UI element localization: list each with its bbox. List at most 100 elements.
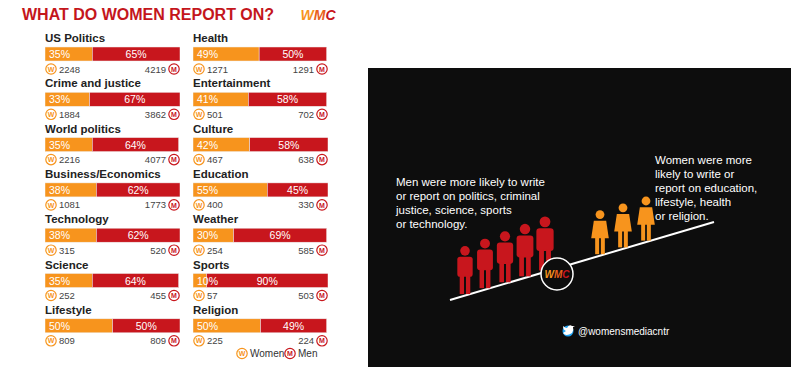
bar-men: [92, 138, 178, 152]
value-label-men: 67%: [124, 93, 145, 105]
badge-circle: [169, 290, 179, 300]
badge: W: [194, 336, 204, 346]
count-women: 1081: [59, 199, 80, 210]
figure-head: [460, 246, 470, 256]
badge-letter: M: [319, 202, 325, 209]
badge: W: [46, 109, 56, 119]
bar-men: [92, 274, 178, 288]
women-text: Women were more: [655, 154, 752, 166]
bar-women: [45, 138, 92, 152]
badge-circle: [46, 109, 56, 119]
value-label-women: 55%: [197, 184, 218, 196]
category-label: Lifestyle: [45, 304, 92, 316]
count-women: 225: [207, 335, 223, 346]
badge: W: [194, 245, 204, 255]
value-label-women: 33%: [49, 93, 70, 105]
badge: W: [194, 200, 204, 210]
category-label: Science: [45, 259, 88, 271]
badge-letter: M: [287, 350, 293, 357]
count-men: 1291: [293, 64, 314, 75]
women-text: report on education,: [655, 182, 757, 194]
man-figure: [457, 246, 472, 294]
badge: W: [237, 348, 247, 358]
category-label: Sports: [193, 259, 229, 271]
logo: WMC: [300, 7, 336, 23]
value-label-men: 62%: [128, 184, 149, 196]
count-women: 1884: [59, 109, 80, 120]
count-men: 520: [150, 245, 166, 256]
count-men: 4077: [145, 154, 166, 165]
bar-women: [45, 183, 96, 197]
category-label: Religion: [193, 304, 238, 316]
texts: US Politics35%65%W2248M4219Crime and jus…: [45, 32, 327, 346]
logo-letter: C: [562, 269, 570, 280]
badge: W: [46, 64, 56, 74]
women-text: or religion.: [655, 210, 709, 222]
badge-letter: M: [171, 247, 177, 254]
badge-circle: [169, 245, 179, 255]
badge-circle: [317, 245, 327, 255]
badge: M: [169, 154, 179, 164]
figure-leg: [624, 231, 628, 248]
count-women: 252: [59, 290, 75, 301]
count-women: 2216: [59, 154, 80, 165]
category-label: World politics: [45, 123, 121, 135]
badge: W: [46, 200, 56, 210]
figure-body: [497, 242, 513, 263]
panel: Men were more likely to writeor report o…: [368, 68, 791, 367]
badge-circle: [46, 154, 56, 164]
badge-letter: W: [196, 66, 203, 73]
badge-circle: [194, 245, 204, 255]
badge-circle: [194, 336, 204, 346]
badge-circle: [194, 154, 204, 164]
badge: M: [169, 64, 179, 74]
fulcrum: [541, 258, 573, 290]
count-men: 224: [298, 335, 314, 346]
figure-leg: [641, 224, 645, 241]
bar-men: [113, 319, 181, 333]
badge-circle: [317, 336, 327, 346]
count-men: 455: [150, 290, 166, 301]
value-label-men: 65%: [126, 48, 147, 60]
count-women: 2248: [59, 64, 80, 75]
bar-men: [90, 92, 180, 106]
infographic: WHAT DO WOMEN REPORT ON?WMCUS Politics35…: [0, 0, 791, 367]
count-women: 57: [207, 290, 218, 301]
badge-letter: M: [171, 337, 177, 344]
badge-letter: M: [319, 292, 325, 299]
badge-letter: W: [196, 247, 203, 254]
bar-women: [193, 92, 248, 106]
badge: M: [169, 290, 179, 300]
badge: M: [317, 200, 327, 210]
badge-letter: W: [196, 111, 203, 118]
bar-men: [261, 319, 327, 333]
value-label-men: 64%: [125, 139, 146, 151]
badge-letter: W: [196, 202, 203, 209]
badge-letter: W: [48, 156, 55, 163]
figure-leg: [460, 276, 464, 294]
value-label-women: 38%: [49, 229, 70, 241]
count-women: 254: [207, 245, 223, 256]
woman-figure: [591, 210, 609, 254]
badge: W: [194, 64, 204, 74]
value-label-men: 62%: [128, 229, 149, 241]
badge-letter: M: [319, 156, 325, 163]
seesaw: [450, 222, 714, 300]
figure-head: [642, 197, 651, 206]
badge: M: [169, 200, 179, 210]
value-label-men: 58%: [277, 93, 298, 105]
figure-body: [614, 214, 632, 232]
bar-men: [92, 47, 180, 61]
count-men: 503: [298, 290, 314, 301]
badge-circle: [169, 200, 179, 210]
figure-leg: [506, 263, 511, 282]
badge-circle: [194, 290, 204, 300]
women-text: lifestyle, health: [655, 196, 731, 208]
man-figure: [497, 231, 513, 282]
value-label-women: 41%: [197, 93, 218, 105]
count-women: 315: [59, 245, 75, 256]
value-label-men: 49%: [283, 320, 304, 332]
value-label-men: 64%: [125, 275, 146, 287]
bar-women: [193, 228, 234, 242]
figure-leg: [618, 231, 622, 248]
